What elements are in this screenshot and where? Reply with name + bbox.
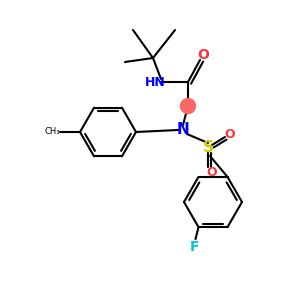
Text: S: S bbox=[202, 140, 214, 155]
Text: HN: HN bbox=[145, 76, 165, 88]
Text: O: O bbox=[225, 128, 235, 140]
Text: N: N bbox=[177, 122, 189, 137]
Text: F: F bbox=[190, 240, 199, 254]
Text: O: O bbox=[197, 48, 209, 62]
Circle shape bbox=[181, 98, 196, 113]
Text: CH₃: CH₃ bbox=[44, 127, 60, 136]
Text: O: O bbox=[207, 167, 217, 179]
